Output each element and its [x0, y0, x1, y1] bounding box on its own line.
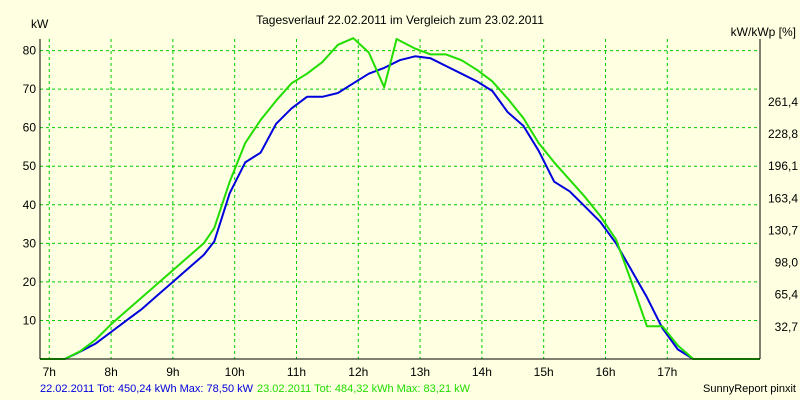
axes: [39, 39, 761, 360]
grid: [40, 39, 760, 359]
y-tick-label: 80: [23, 44, 37, 58]
x-tick-label: 8h: [104, 365, 117, 379]
y-tick-label: 10: [23, 313, 37, 327]
footer-summary-day1: 22.02.2011 Tot: 450,24 kWh Max: 78,50 kW: [40, 383, 254, 395]
y2-tick-label: 228,8: [768, 127, 798, 141]
chart-title: Tagesverlauf 22.02.2011 im Vergleich zum…: [256, 13, 544, 27]
x-tick-label: 15h: [534, 365, 554, 379]
x-tick-label: 10h: [225, 365, 245, 379]
footer-summary: 22.02.2011 Tot: 450,24 kWh Max: 78,50 kW…: [40, 383, 471, 395]
x-tick-label: 11h: [287, 365, 306, 379]
y2-tick-label: 196,1: [768, 159, 798, 173]
y-tick-label: 70: [23, 82, 37, 96]
y-tick-label: 60: [23, 121, 37, 135]
series-layer: [40, 37, 760, 360]
y2-tick-label: 261,4: [768, 95, 798, 109]
y2-tick-label: 130,7: [768, 223, 798, 237]
y2-tick-label: 32,7: [775, 320, 799, 334]
tick-labels: 7h 8h 9h 10h 11h 12h 13h 14h 15h 16h 17h 10 20 30 40 50…: [23, 44, 799, 379]
y-tick-label: 30: [23, 236, 37, 250]
y2-tick-label: 98,0: [775, 256, 799, 270]
x-tick-label: 12h: [348, 365, 368, 379]
x-tick-label: 14h: [472, 365, 492, 379]
x-tick-label: 13h: [410, 365, 430, 379]
y2-tick-label: 163,4: [768, 191, 798, 205]
y-tick-label: 50: [23, 159, 37, 173]
x-tick-label: 17h: [657, 365, 677, 379]
y-tick-label: 20: [23, 275, 37, 289]
series-line-23-02-2011: [40, 37, 760, 360]
x-tick-label: 16h: [595, 365, 615, 379]
footer-credit: SunnyReport pinxit: [703, 383, 796, 395]
plot-background: [40, 39, 760, 359]
x-tick-label: 7h: [43, 365, 56, 379]
y-axis-label-left: kW: [31, 17, 49, 31]
y2-tick-label: 65,4: [775, 288, 799, 302]
y-axis-label-right: kW/kWp [%]: [731, 25, 796, 39]
footer-summary-day2: 23.02.2011 Tot: 484,32 kWh Max: 83,21 kW: [257, 383, 471, 395]
x-tick-label: 9h: [166, 365, 179, 379]
y-tick-label: 40: [23, 198, 37, 212]
